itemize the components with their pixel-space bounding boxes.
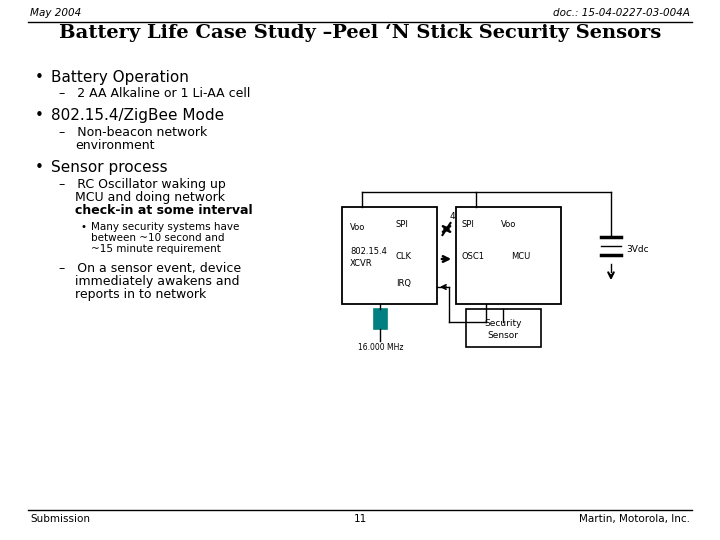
Text: XCVR: XCVR xyxy=(350,259,373,268)
Text: CLK: CLK xyxy=(396,252,412,261)
Text: 3Vdc: 3Vdc xyxy=(626,245,649,254)
Text: 802.15.4/ZigBee Mode: 802.15.4/ZigBee Mode xyxy=(51,108,224,123)
Text: MCU: MCU xyxy=(511,252,530,261)
Text: doc.: 15-04-0227-03-004A: doc.: 15-04-0227-03-004A xyxy=(553,8,690,18)
Text: ~15 minute requirement: ~15 minute requirement xyxy=(91,244,221,254)
Text: reports in to network: reports in to network xyxy=(75,288,206,301)
Text: Security: Security xyxy=(485,319,522,328)
Text: –   Non-beacon network: – Non-beacon network xyxy=(59,126,207,139)
Text: 16.000 MHz: 16.000 MHz xyxy=(358,343,403,352)
Text: SPI: SPI xyxy=(461,220,474,229)
Text: 11: 11 xyxy=(354,514,366,524)
Text: check-in at some interval: check-in at some interval xyxy=(75,204,253,217)
Text: Battery Operation: Battery Operation xyxy=(51,70,189,85)
Bar xyxy=(374,309,387,329)
Text: Battery Life Case Study –Peel ‘N Stick Security Sensors: Battery Life Case Study –Peel ‘N Stick S… xyxy=(59,24,661,42)
Text: between ~10 second and: between ~10 second and xyxy=(91,233,225,243)
Text: SPI: SPI xyxy=(396,220,409,229)
Text: •: • xyxy=(35,160,44,175)
Text: Sensor: Sensor xyxy=(487,331,518,340)
Text: Martin, Motorola, Inc.: Martin, Motorola, Inc. xyxy=(579,514,690,524)
Bar xyxy=(342,207,437,304)
Text: Submission: Submission xyxy=(30,514,90,524)
Text: Voo: Voo xyxy=(501,220,516,229)
Text: IRQ: IRQ xyxy=(396,279,411,288)
Bar xyxy=(466,309,541,347)
Text: immediately awakens and: immediately awakens and xyxy=(75,275,240,288)
Text: May 2004: May 2004 xyxy=(30,8,81,18)
Text: MCU and doing network: MCU and doing network xyxy=(75,191,225,204)
Text: 4: 4 xyxy=(449,212,455,221)
Text: –   RC Oscillator waking up: – RC Oscillator waking up xyxy=(59,178,226,191)
Text: •: • xyxy=(35,70,44,85)
Text: •: • xyxy=(35,108,44,123)
Text: Voo: Voo xyxy=(350,223,365,232)
Text: Many security systems have: Many security systems have xyxy=(91,222,239,232)
Text: Sensor process: Sensor process xyxy=(51,160,168,175)
Text: environment: environment xyxy=(75,139,155,152)
Text: OSC1: OSC1 xyxy=(461,252,484,261)
Bar xyxy=(456,207,561,304)
Text: –   On a sensor event, device: – On a sensor event, device xyxy=(59,262,241,275)
Text: •: • xyxy=(81,222,87,232)
Text: –   2 AA Alkaline or 1 Li-AA cell: – 2 AA Alkaline or 1 Li-AA cell xyxy=(59,87,251,100)
Text: 802.15.4: 802.15.4 xyxy=(350,247,387,256)
